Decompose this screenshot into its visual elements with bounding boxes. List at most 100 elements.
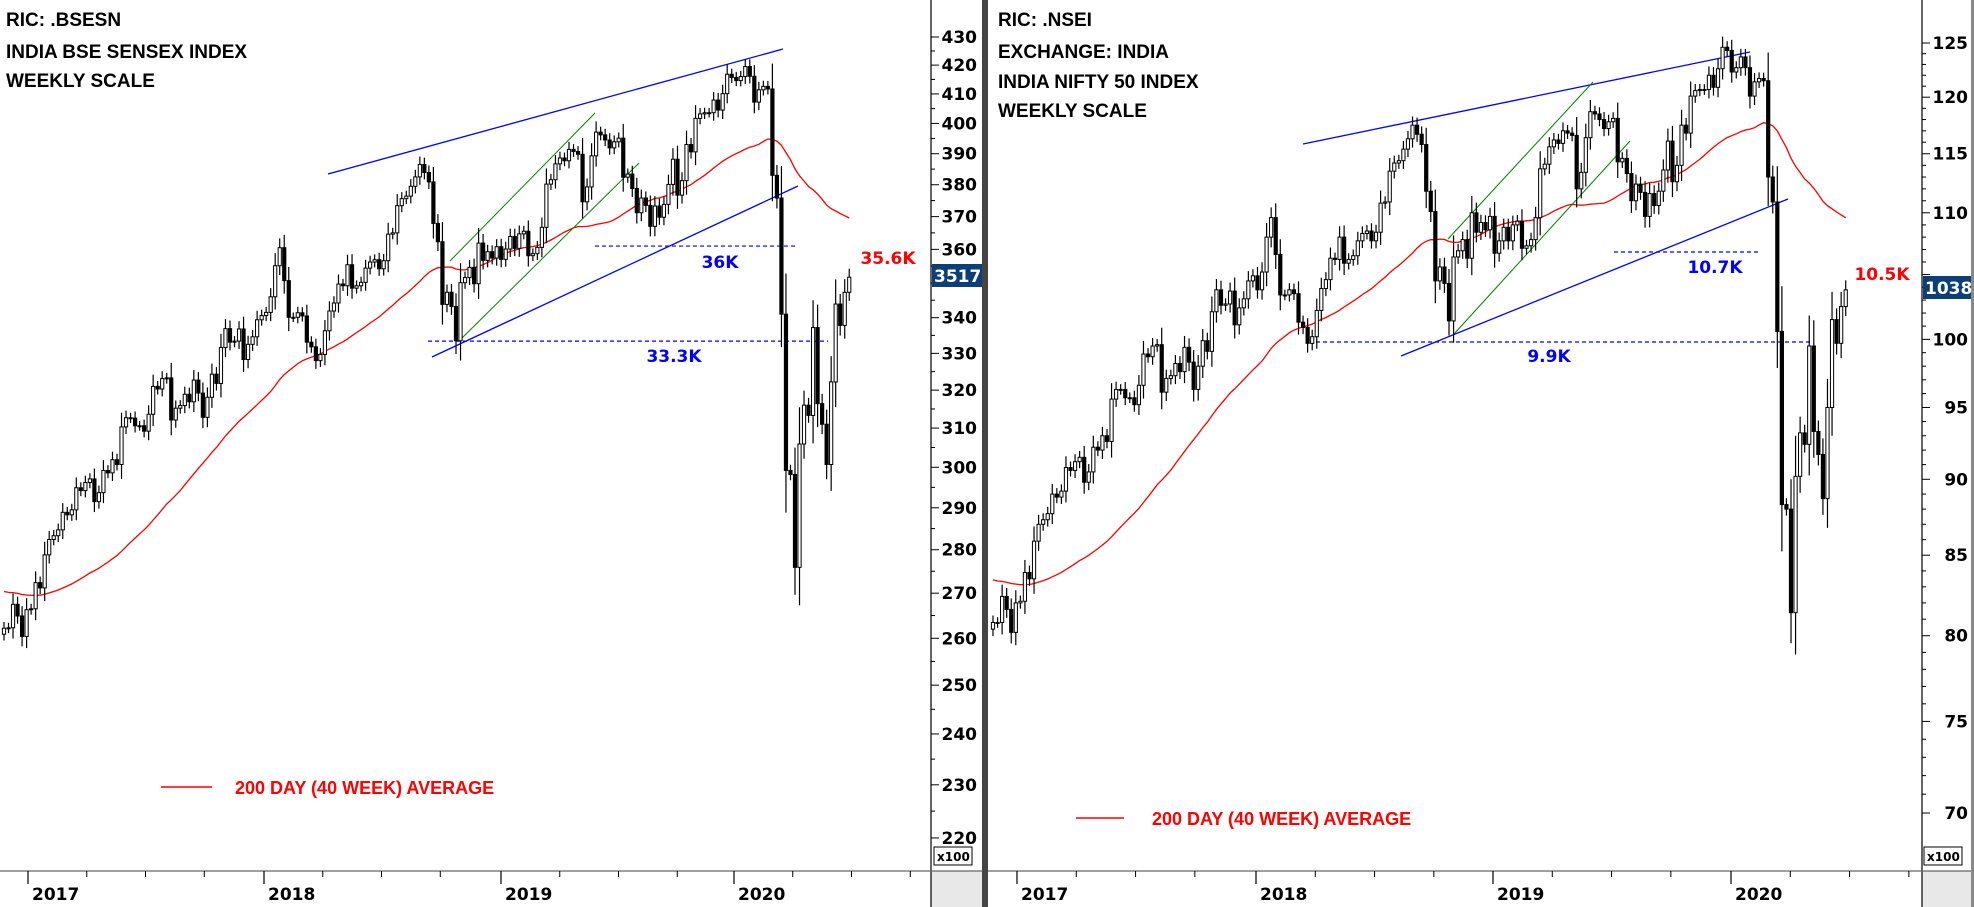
candle-body-up [1337,236,1342,260]
candle-body-up [1688,95,1693,134]
candle [1697,83,1702,97]
year-label-2017: 2017 [32,885,79,905]
candle-body-down [1474,212,1479,233]
candle [1611,112,1616,128]
candle [1533,206,1538,251]
candle [1524,239,1529,255]
candle [639,189,644,222]
candle-body-down [1424,144,1429,192]
candle [621,123,626,192]
candle-body-up [1059,490,1064,498]
candle [734,71,739,87]
sensex-chart-panel: 220 230 240 250 260 270 280 290 300 310 320 330 340 3… [0,0,982,907]
candle-body-up [1282,294,1287,297]
candle-body-up [1387,170,1392,203]
candle-body-down [78,487,83,492]
candle-body-up [612,141,617,149]
candle-body-up [1041,519,1046,525]
candle-body-up [1237,307,1242,326]
candle-body-up [1209,311,1214,352]
candle [1469,196,1474,276]
candle-body-down [575,151,581,155]
candle [1182,335,1187,384]
candle [743,59,748,84]
candle-body-up [345,264,350,287]
candle-body-up [1328,257,1333,281]
candle-body-down [1428,190,1433,213]
candle [368,255,373,275]
candle-body-up [639,197,644,214]
candle [517,225,522,257]
candle-body-up [209,373,215,398]
candle [1255,267,1260,299]
candle [1241,291,1246,316]
candle-body-down [1766,80,1771,178]
candle [1378,190,1383,245]
candle-body-down [1597,113,1602,121]
panel-separator[interactable] [982,0,988,907]
candle [286,266,291,332]
candle [1419,126,1424,153]
candle [675,145,680,209]
candle-body-down [838,303,843,326]
candle-body-up [1351,255,1356,260]
last-price-tag [1923,276,1971,299]
candle-body-down [1570,132,1575,136]
candle [770,63,775,202]
candle-body-down [1255,275,1260,291]
candle [625,168,630,183]
candle [1674,155,1680,192]
candle [575,146,581,160]
candle [142,419,147,438]
candle [499,238,504,268]
candle-body-up [259,315,264,321]
y-tick-label: 230 [942,776,978,796]
candle [1565,124,1570,140]
candle-body-up [508,235,513,250]
candle [1109,383,1114,458]
candle-body-down [1601,119,1607,130]
candle [1018,595,1023,609]
candle [670,148,676,196]
candle [544,168,549,244]
candle [1342,225,1347,276]
candle [19,606,25,647]
candle-body-down [1784,504,1789,510]
candle [6,622,11,634]
candle-body-up [1825,406,1830,500]
candle [250,330,255,352]
candle-body-down [1624,157,1629,175]
y-tick-label: 290 [942,499,978,519]
candle [65,506,70,521]
candle [182,386,187,414]
candle-body-down [648,204,653,227]
index-name-label: INDIA NIFTY 50 INDEX [998,72,1199,93]
candle-body-down [1820,453,1826,500]
candle [679,172,685,204]
candle [1095,441,1100,457]
candle-body-up [56,529,61,537]
candle-body-up [1228,290,1233,305]
candle [1483,215,1488,237]
candle [422,157,427,180]
candle [1528,232,1534,253]
candle [783,273,789,513]
candle-body-down [227,328,233,343]
candle [1734,61,1739,79]
candle-body-up [829,381,834,465]
y-tick-label: 430 [942,28,978,48]
y-tick-label: 90 [1944,470,1968,490]
candle [756,82,761,111]
candle-body-down [1332,257,1338,260]
candle-body-up [530,253,535,257]
candle-body-up [1734,67,1739,73]
candle-body-up [539,226,544,248]
candle [417,156,422,185]
candle [1574,117,1579,208]
candle [1383,196,1388,209]
candle [1501,218,1506,250]
candle-body-up [42,554,47,589]
channel-line [449,112,596,262]
candle [1041,513,1046,531]
candle-body-down [634,188,639,214]
